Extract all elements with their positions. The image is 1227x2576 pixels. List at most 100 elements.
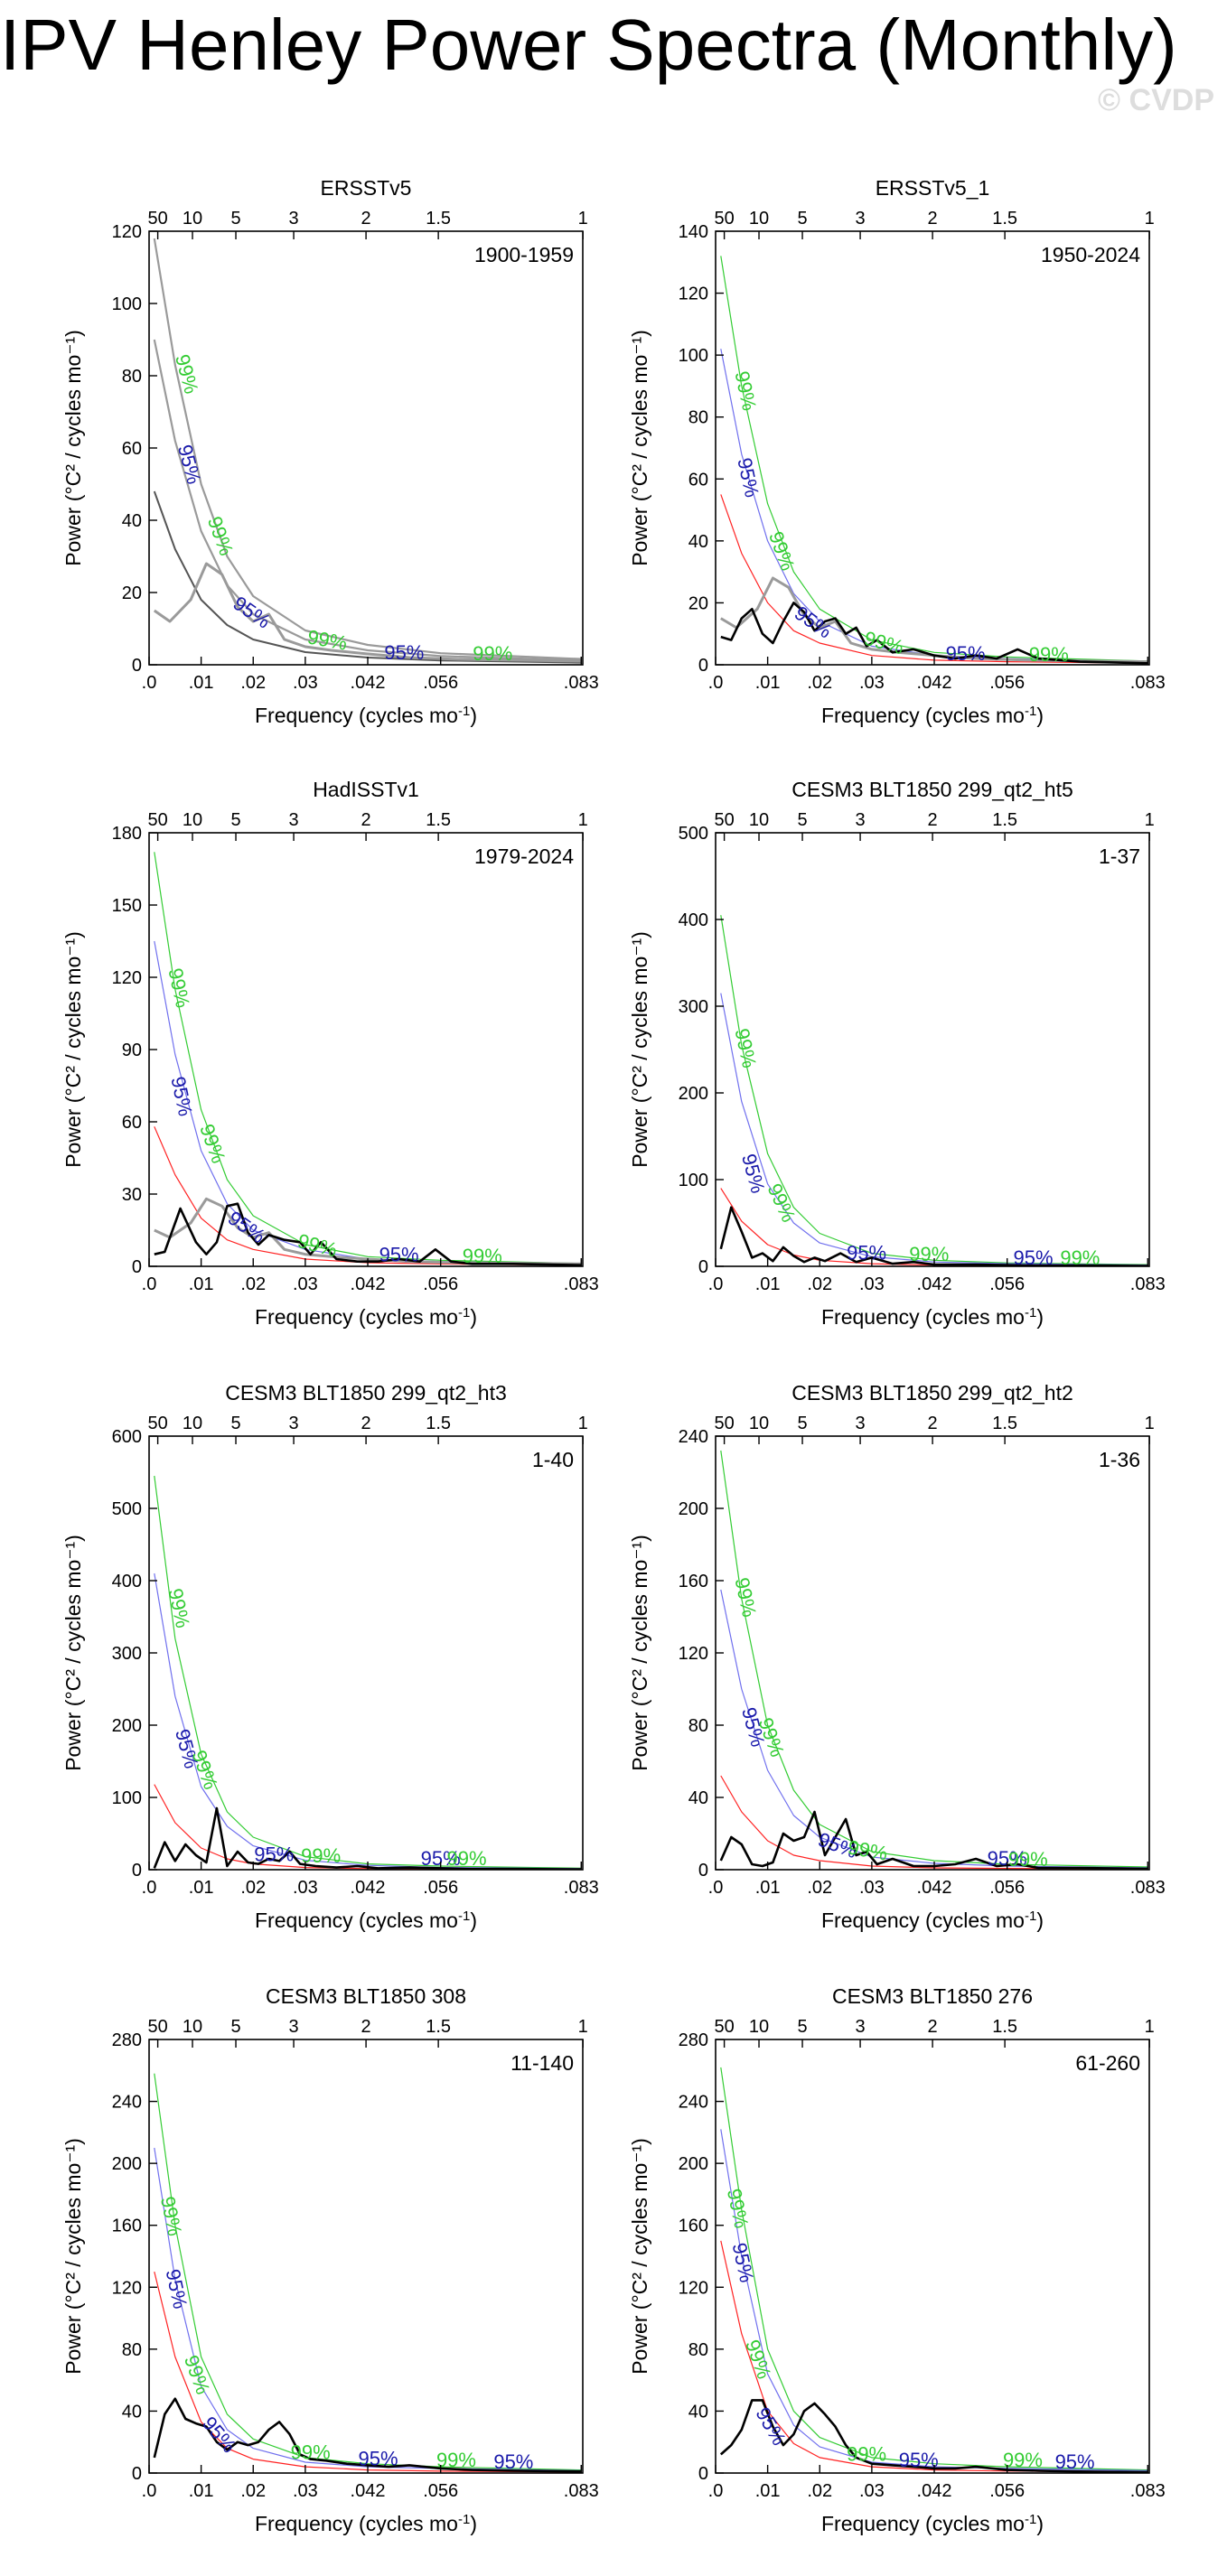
chart-subtitle: 1-37 — [1099, 845, 1140, 868]
curves-group — [154, 852, 582, 1266]
x-axis-label-sup: -1 — [1025, 704, 1036, 719]
significance-label: 99% — [1008, 1848, 1048, 1871]
significance-label: 95% — [384, 641, 424, 664]
top-tick-label: 1 — [1145, 1414, 1155, 1433]
chart-subtitle: 11-140 — [510, 2051, 574, 2075]
top-tick-label: 3 — [289, 209, 299, 229]
x-axis-label-end: ) — [1036, 1909, 1044, 1932]
significance-label: 99% — [203, 513, 239, 558]
chart-subtitle: 1900-1959 — [474, 243, 574, 266]
y-axis-label: Power (°C² / cycles mo⁻¹) — [61, 2138, 85, 2375]
x-tick-label: .056 — [423, 673, 458, 693]
y-axis-label: Power (°C² / cycles mo⁻¹) — [61, 931, 85, 1168]
y-tick-label: 60 — [122, 1113, 142, 1133]
series-line-99% — [720, 256, 1148, 662]
x-tick-label: .042 — [917, 1878, 952, 1898]
top-tick-label: 10 — [183, 810, 202, 830]
curves-group — [153, 2073, 582, 2473]
x-axis-label-end: ) — [470, 704, 477, 727]
chart-subtitle: 1950-2024 — [1041, 243, 1140, 266]
y-tick-label: 80 — [122, 367, 142, 387]
x-axis-label-sup: -1 — [458, 704, 470, 719]
x-tick-label: .02 — [807, 1878, 832, 1898]
series-line-spectrum — [719, 1810, 1148, 1870]
series-line-95% — [720, 2129, 1148, 2471]
significance-label: 95% — [254, 1843, 294, 1865]
significance-label: 95% — [173, 443, 206, 487]
x-axis-label-main: Frequency (cycles mo — [821, 704, 1025, 727]
x-axis-label-main: Frequency (cycles mo — [821, 1909, 1025, 1932]
x-tick-label: .056 — [989, 1878, 1025, 1898]
x-tick-label: .02 — [807, 1274, 832, 1294]
series-line-red-noise — [154, 2271, 582, 2473]
top-tick-label: 2 — [361, 2017, 371, 2037]
x-tick-label: .083 — [564, 1878, 599, 1898]
top-tick-label: 10 — [749, 2017, 769, 2037]
top-tick-label: 1 — [578, 209, 588, 229]
top-tick-label: 5 — [230, 810, 240, 830]
x-axis-label: Frequency (cycles mo-1) — [255, 1909, 477, 1933]
x-axis-label: Frequency (cycles mo-1) — [255, 704, 477, 728]
significance-label: 99% — [156, 2194, 187, 2237]
y-tick-label: 80 — [122, 2340, 142, 2360]
x-axis-label: Frequency (cycles mo-1) — [821, 1909, 1044, 1933]
x-axis-label-end: ) — [1036, 704, 1044, 727]
x-axis-label-main: Frequency (cycles mo — [255, 1909, 458, 1932]
curves-group — [719, 1450, 1148, 1870]
x-tick-label: .083 — [564, 673, 599, 693]
significance-label: 99% — [463, 1245, 502, 1267]
top-tick-label: 10 — [749, 810, 769, 830]
significance-label: 99% — [291, 2441, 331, 2464]
series-line-99% — [153, 238, 582, 660]
chart-title: CESM3 BLT1850 299_qt2_ht5 — [791, 778, 1073, 801]
y-tick-label: 60 — [122, 439, 142, 459]
top-tick-label: 3 — [289, 2017, 299, 2037]
series-line-red-noise — [720, 494, 1148, 664]
y-tick-label: 400 — [679, 910, 708, 930]
y-tick-label: 100 — [679, 346, 708, 366]
y-tick-label: 100 — [112, 1788, 142, 1808]
x-tick-label: .0 — [142, 2481, 157, 2501]
x-axis-label: Frequency (cycles mo-1) — [821, 2512, 1044, 2536]
x-axis-label-sup: -1 — [458, 2512, 470, 2527]
x-tick-label: .042 — [917, 1274, 952, 1294]
y-tick-label: 80 — [688, 408, 708, 428]
top-tick-label: 50 — [147, 810, 167, 830]
significance-label: 95% — [1055, 2450, 1095, 2473]
x-tick-label: .03 — [859, 1878, 885, 1898]
significance-label: 95% — [791, 602, 836, 643]
top-tick-label: 2 — [928, 2017, 938, 2037]
significance-label: 99% — [1029, 643, 1069, 666]
top-tick-label: 1 — [1145, 810, 1155, 830]
x-axis-label-main: Frequency (cycles mo — [821, 1305, 1025, 1329]
x-tick-label: .0 — [708, 2481, 724, 2501]
page-title: IPV Henley Power Spectra (Monthly) — [0, 5, 1177, 85]
significance-label: 99% — [164, 1586, 194, 1629]
y-tick-label: 240 — [112, 2093, 142, 2113]
x-axis-label-sup: -1 — [1025, 1305, 1036, 1321]
y-axis-label: Power (°C² / cycles mo⁻¹) — [628, 931, 651, 1168]
significance-label: 95% — [162, 2267, 192, 2310]
x-tick-label: .01 — [755, 1274, 781, 1294]
x-tick-label: .03 — [293, 1274, 318, 1294]
top-tick-label: 2 — [928, 810, 938, 830]
y-tick-label: 140 — [679, 222, 708, 242]
top-tick-label: 2 — [361, 810, 371, 830]
series-line-spectrum — [154, 1202, 582, 1266]
chart-panel: 99%95%99%95%99%95%99%95%.0.01.02.03.042.… — [628, 1984, 1166, 2535]
x-tick-label: .03 — [859, 1274, 885, 1294]
top-tick-label: 2 — [361, 1414, 371, 1433]
significance-label: 95% — [946, 642, 986, 665]
top-tick-label: 50 — [714, 209, 734, 229]
x-tick-label: .056 — [989, 2481, 1025, 2501]
x-axis-label-end: ) — [1036, 2512, 1044, 2535]
y-tick-label: 40 — [688, 532, 708, 552]
x-tick-label: .042 — [351, 673, 386, 693]
top-tick-label: 10 — [749, 209, 769, 229]
x-tick-label: .02 — [807, 2481, 832, 2501]
significance-label: 99% — [847, 2442, 886, 2465]
series-line-95% — [720, 1589, 1148, 1869]
x-axis-label: Frequency (cycles mo-1) — [255, 2512, 477, 2536]
y-tick-label: 120 — [679, 2278, 708, 2298]
